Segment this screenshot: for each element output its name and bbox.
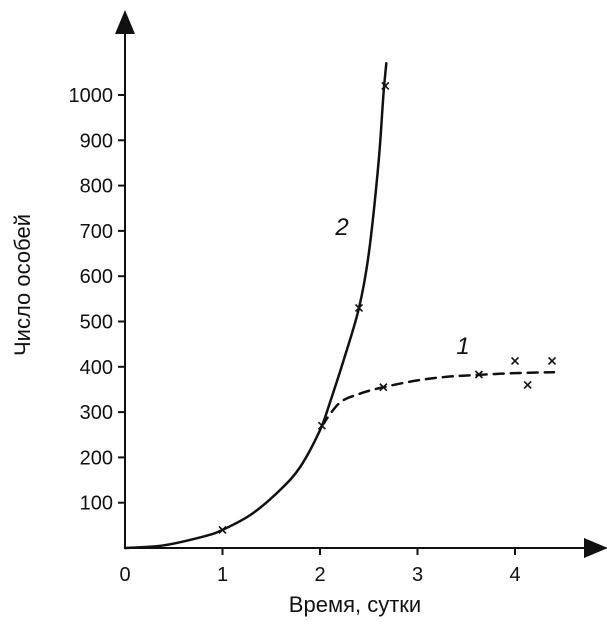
y-tick-label: 100 [80,493,113,515]
y-axis-title: Число особей [10,214,35,356]
y-tick-label: 300 [80,402,113,424]
y-tick-label: 700 [80,221,113,243]
x-tick-label: 4 [509,564,520,586]
data-point-marker [381,81,390,91]
x-tick-label: 3 [412,564,423,586]
y-ticks: 100 200 300 400 500 600 700 800 900 1000 [69,85,125,515]
data-point-marker [379,383,388,392]
y-tick-label: 600 [80,266,113,288]
data-point-marker [547,356,557,365]
y-tick-label: 800 [80,176,113,198]
data-point-marker [317,421,327,430]
data-markers [218,81,557,534]
x-axis-title: Время, сутки [289,592,421,617]
x-tick-label: 0 [119,564,130,586]
y-tick-label: 400 [80,357,113,379]
curve-2 [123,62,388,550]
x-tick-label: 2 [314,564,325,586]
curve-label-1: 1 [456,333,469,360]
data-point-marker [218,525,227,534]
curve-label-2: 2 [334,214,348,241]
data-point-marker [354,303,364,312]
y-tick-label: 200 [80,447,113,469]
data-point-marker [510,356,520,365]
x-ticks: 0 1 2 3 4 [119,548,521,586]
curves [123,62,556,550]
x-tick-label: 1 [217,564,228,586]
y-tick-label: 500 [80,312,113,334]
y-tick-label: 900 [80,130,113,152]
y-tick-label: 1000 [69,85,114,107]
data-point-marker [474,370,483,379]
data-point-marker [523,380,532,389]
curve-1 [320,370,556,427]
